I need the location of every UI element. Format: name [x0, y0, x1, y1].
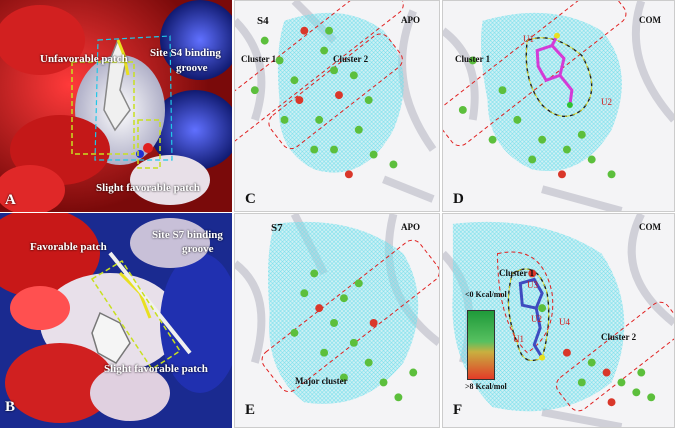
state-label-c: APO	[401, 15, 420, 25]
panel-d: COM Cluster 1 U1 U2 D	[442, 0, 675, 212]
slight-favorable-label: Slight favorable patch	[96, 182, 200, 194]
groove-label: groove	[176, 62, 208, 74]
state-label-d: COM	[639, 15, 661, 25]
panel-letter-f: F	[453, 402, 463, 418]
u2-label-d: U2	[601, 97, 612, 107]
u1-label-d: U1	[523, 34, 534, 44]
groove-label-b: groove	[182, 243, 214, 255]
u1-label-f: U1	[513, 334, 524, 344]
cluster-1-label-f: Cluster 1	[499, 268, 535, 278]
energy-legend-bar	[467, 310, 495, 380]
panel-e: S7 APO Major cluster E	[234, 213, 440, 428]
panel-letter-d: D	[453, 191, 464, 207]
site-label: Site S4 binding	[150, 47, 221, 59]
u3-label-f: U3	[527, 280, 538, 290]
cluster-2-label-c: Cluster 2	[333, 54, 369, 64]
unfavorable-patch-label: Unfavorable patch	[40, 53, 128, 65]
major-cluster-label: Major cluster	[295, 376, 348, 386]
panel-b: Favorable patch Site S7 binding groove S…	[0, 213, 232, 428]
panel-c: S4 APO Cluster 1 Cluster 2 C	[234, 0, 440, 212]
favorable-patch-label: Favorable patch	[30, 241, 107, 253]
panel-f: COM Cluster 1 Cluster 2 <0 Kcal/mol >8 K…	[442, 213, 675, 428]
site-label-e: S7	[271, 222, 283, 234]
cluster-1-label-d: Cluster 1	[455, 54, 491, 64]
legend-bottom-label: >8 Kcal/mol	[465, 382, 507, 391]
state-label-f: COM	[639, 222, 661, 232]
legend-top-label: <0 Kcal/mol	[465, 290, 507, 299]
surface-b	[0, 213, 232, 428]
panel-letter-b: B	[5, 399, 16, 415]
scene-f	[443, 214, 674, 427]
u4-label-f: U4	[559, 317, 570, 327]
scene-c	[235, 1, 437, 203]
scene-d	[443, 1, 674, 211]
site-label-c: S4	[257, 15, 269, 27]
panel-letter-e: E	[245, 402, 256, 418]
panel-a: Unfavorable patch Site S4 binding groove…	[0, 0, 232, 212]
u2-label-f: U2	[531, 314, 542, 324]
slight-favorable-label-b: Slight favorable patch	[104, 363, 208, 375]
cluster-2-label-f: Cluster 2	[601, 332, 637, 342]
cluster-1-label-c: Cluster 1	[241, 54, 277, 64]
scene-e	[235, 214, 439, 404]
panel-letter-a: A	[5, 192, 16, 208]
surface-a	[0, 0, 232, 212]
panel-letter-c: C	[245, 191, 256, 207]
state-label-e: APO	[401, 222, 420, 232]
site-label-b: Site S7 binding	[152, 229, 223, 241]
